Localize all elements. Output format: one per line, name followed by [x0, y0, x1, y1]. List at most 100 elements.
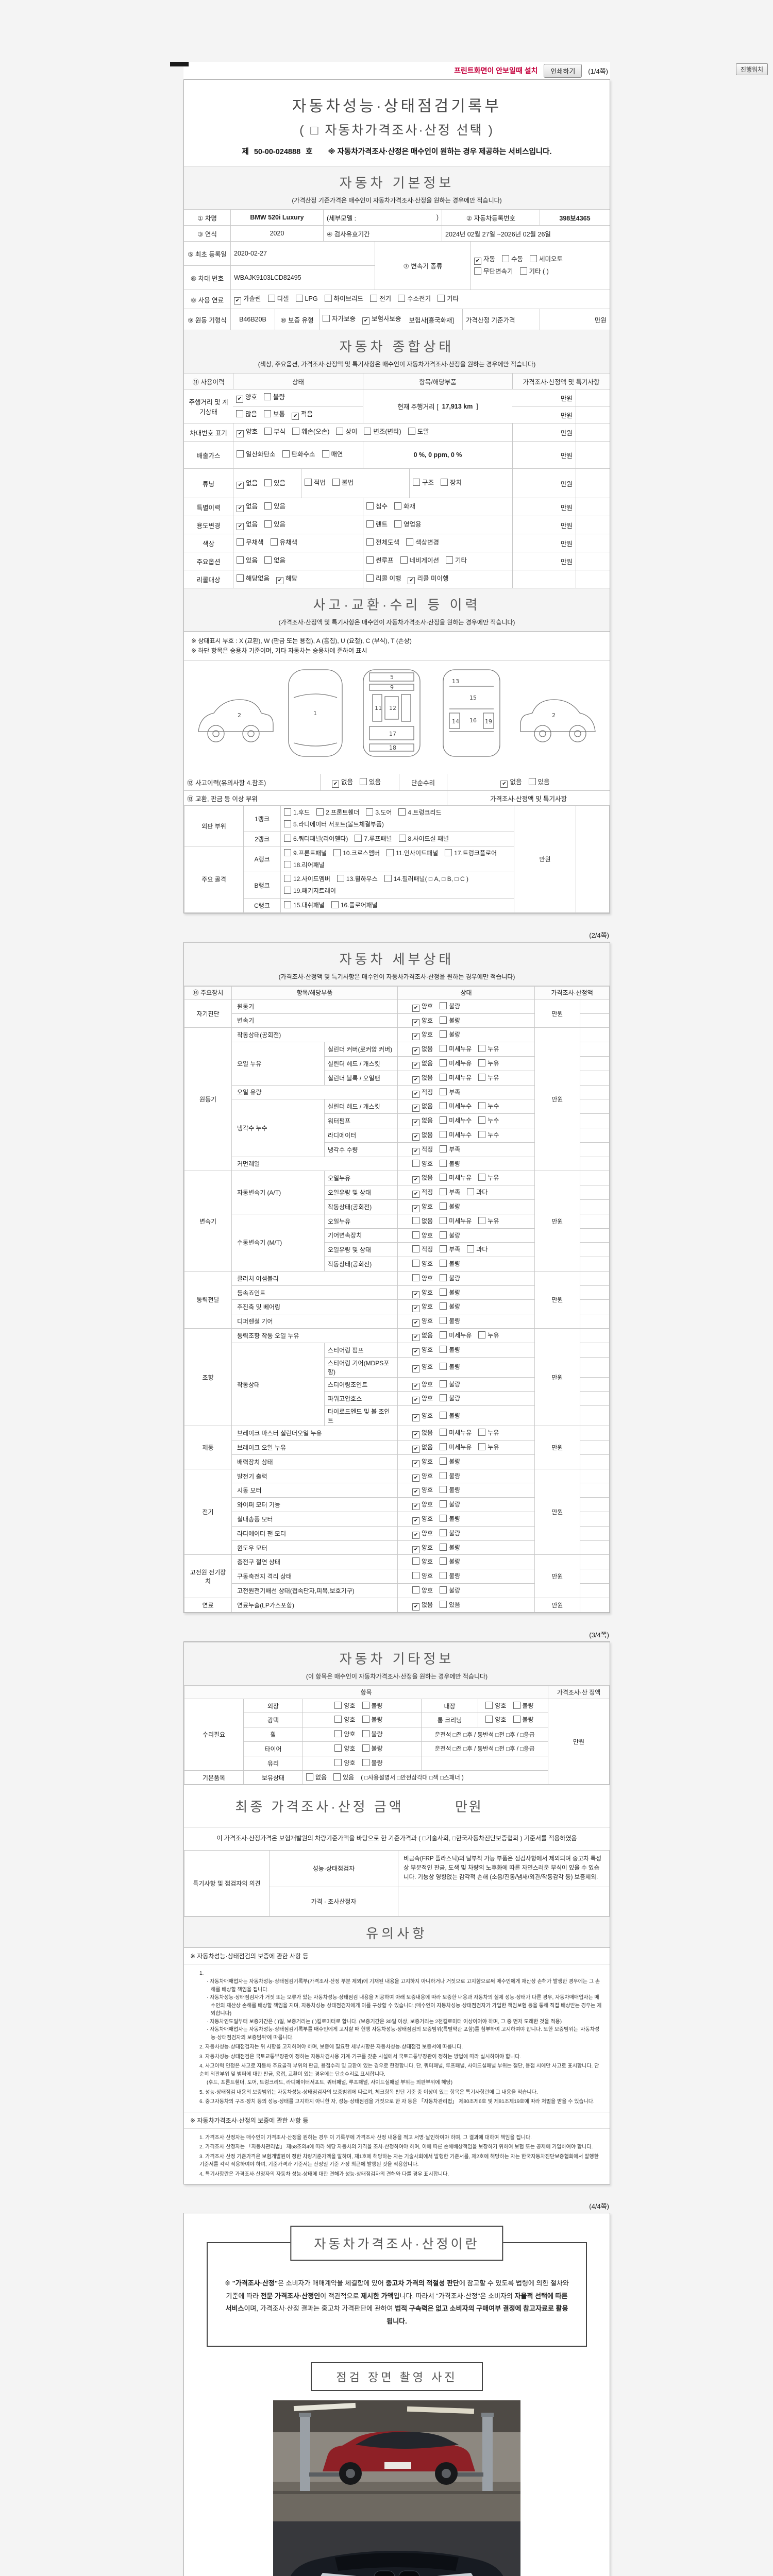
- checkbox-icon[interactable]: [478, 1073, 486, 1081]
- checkbox-icon[interactable]: [440, 1288, 447, 1296]
- checkbox-icon[interactable]: ✔: [412, 1205, 420, 1212]
- checkbox-icon[interactable]: ✔: [412, 1305, 420, 1313]
- checkbox-icon[interactable]: [440, 1557, 447, 1565]
- checkbox-icon[interactable]: [440, 1274, 447, 1281]
- checkbox-icon[interactable]: [485, 1716, 493, 1723]
- checkbox-icon[interactable]: [519, 267, 527, 275]
- checkbox-icon[interactable]: ✔: [412, 1061, 420, 1069]
- checkbox-icon[interactable]: [334, 1716, 342, 1723]
- checkbox-icon[interactable]: [528, 777, 536, 785]
- checkbox-icon[interactable]: [364, 428, 372, 435]
- checkbox-icon[interactable]: [413, 479, 420, 486]
- checkbox-icon[interactable]: [336, 428, 344, 435]
- checkbox-icon[interactable]: [412, 1557, 420, 1565]
- checkbox-icon[interactable]: ✔: [412, 1603, 420, 1611]
- checkbox-icon[interactable]: [467, 1245, 475, 1253]
- checkbox-icon[interactable]: [284, 808, 291, 816]
- checkbox-icon[interactable]: ✔: [412, 1090, 420, 1098]
- checkbox-icon[interactable]: [267, 295, 275, 302]
- checkbox-icon[interactable]: ✔: [412, 1397, 420, 1404]
- checkbox-icon[interactable]: [513, 1716, 520, 1723]
- checkbox-icon[interactable]: [412, 1586, 420, 1594]
- checkbox-icon[interactable]: [530, 255, 537, 262]
- checkbox-icon[interactable]: [440, 1302, 447, 1310]
- checkbox-icon[interactable]: [362, 1701, 369, 1709]
- checkbox-icon[interactable]: [412, 1274, 420, 1281]
- checkbox-icon[interactable]: ✔: [412, 1348, 420, 1355]
- checkbox-icon[interactable]: ✔: [331, 780, 339, 788]
- checkbox-icon[interactable]: [440, 1202, 447, 1210]
- checkbox-icon[interactable]: [284, 901, 291, 908]
- checkbox-icon[interactable]: [366, 538, 374, 546]
- checkbox-icon[interactable]: [270, 538, 278, 546]
- checkbox-icon[interactable]: [513, 1701, 520, 1709]
- checkbox-icon[interactable]: ✔: [412, 1119, 420, 1127]
- checkbox-icon[interactable]: [362, 1744, 369, 1752]
- checkbox-icon[interactable]: ✔: [412, 1474, 420, 1482]
- checkbox-icon[interactable]: [485, 1701, 493, 1709]
- checkbox-icon[interactable]: ✔: [412, 1033, 420, 1041]
- checkbox-icon[interactable]: ✔: [237, 481, 244, 489]
- checkbox-icon[interactable]: [478, 1443, 486, 1451]
- checkbox-icon[interactable]: [440, 1130, 447, 1138]
- checkbox-icon[interactable]: [360, 777, 367, 785]
- checkbox-icon[interactable]: [400, 556, 408, 564]
- checkbox-icon[interactable]: [408, 428, 415, 435]
- checkbox-icon[interactable]: [440, 1457, 447, 1465]
- checkbox-icon[interactable]: [440, 1159, 447, 1167]
- checkbox-icon[interactable]: [322, 450, 329, 458]
- window-top-button[interactable]: 진행워치: [735, 63, 768, 75]
- checkbox-icon[interactable]: [478, 1331, 486, 1339]
- checkbox-icon[interactable]: [440, 1586, 447, 1594]
- checkbox-icon[interactable]: [324, 295, 332, 302]
- checkbox-icon[interactable]: [366, 502, 374, 510]
- checkbox-icon[interactable]: [333, 1773, 341, 1781]
- checkbox-icon[interactable]: ✔: [292, 413, 299, 420]
- checkbox-icon[interactable]: [394, 520, 402, 528]
- checkbox-icon[interactable]: [284, 875, 291, 883]
- checkbox-icon[interactable]: [445, 849, 452, 856]
- checkbox-icon[interactable]: [440, 1345, 447, 1353]
- checkbox-icon[interactable]: [394, 502, 402, 510]
- checkbox-icon[interactable]: [412, 1216, 420, 1224]
- checkbox-icon[interactable]: [412, 1260, 420, 1267]
- checkbox-icon[interactable]: [333, 849, 341, 856]
- checkbox-icon[interactable]: ✔: [412, 1319, 420, 1327]
- checkbox-icon[interactable]: [237, 574, 244, 582]
- checkbox-icon[interactable]: [478, 1174, 486, 1181]
- checkbox-icon[interactable]: ✔: [412, 1382, 420, 1390]
- checkbox-icon[interactable]: [412, 1159, 420, 1167]
- checkbox-icon[interactable]: [440, 1145, 447, 1153]
- checkbox-icon[interactable]: [440, 1471, 447, 1479]
- checkbox-icon[interactable]: ✔: [412, 1105, 420, 1112]
- checkbox-icon[interactable]: ✔: [412, 1365, 420, 1373]
- checkbox-icon[interactable]: ✔: [237, 430, 244, 438]
- checkbox-icon[interactable]: [440, 1380, 447, 1387]
- checkbox-icon[interactable]: [362, 1758, 369, 1766]
- checkbox-icon[interactable]: [502, 255, 510, 262]
- checkbox-icon[interactable]: ✔: [412, 1460, 420, 1467]
- checkbox-icon[interactable]: [440, 1500, 447, 1508]
- checkbox-icon[interactable]: ✔: [412, 1517, 420, 1525]
- checkbox-icon[interactable]: [366, 808, 374, 816]
- checkbox-icon[interactable]: [440, 1188, 447, 1196]
- checkbox-icon[interactable]: [412, 1245, 420, 1253]
- checkbox-icon[interactable]: [334, 1730, 342, 1738]
- checkbox-icon[interactable]: [440, 1317, 447, 1325]
- checkbox-icon[interactable]: [478, 1216, 486, 1224]
- checkbox-icon[interactable]: ✔: [474, 257, 481, 265]
- checkbox-icon[interactable]: ✔: [412, 1334, 420, 1342]
- checkbox-icon[interactable]: [478, 1130, 486, 1138]
- checkbox-icon[interactable]: ✔: [412, 1488, 420, 1496]
- checkbox-icon[interactable]: [440, 1394, 447, 1402]
- checkbox-icon[interactable]: [398, 295, 406, 302]
- checkbox-icon[interactable]: [237, 538, 244, 546]
- checkbox-icon[interactable]: [366, 574, 374, 582]
- checkbox-icon[interactable]: [334, 1758, 342, 1766]
- checkbox-icon[interactable]: ✔: [237, 523, 244, 531]
- print-button[interactable]: 인쇄하기: [544, 63, 582, 78]
- checkbox-icon[interactable]: [362, 1716, 369, 1723]
- checkbox-icon[interactable]: [438, 295, 445, 302]
- checkbox-icon[interactable]: [440, 1363, 447, 1370]
- checkbox-icon[interactable]: [332, 479, 340, 486]
